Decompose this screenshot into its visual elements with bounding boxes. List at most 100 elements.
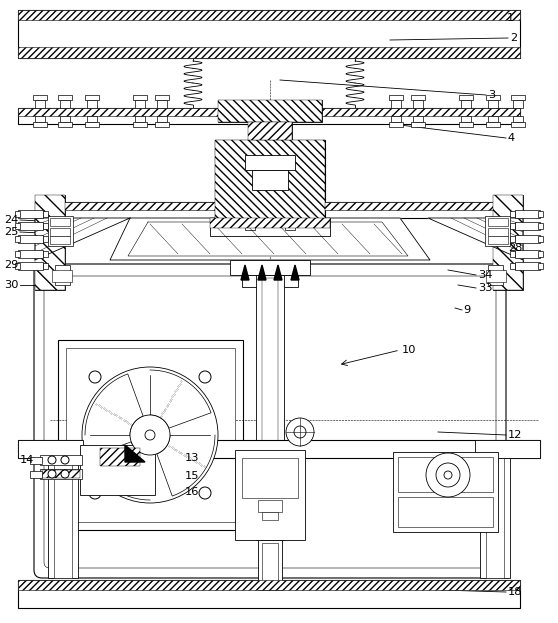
Bar: [510, 263, 515, 269]
Text: 13: 13: [185, 453, 200, 463]
Bar: [18, 10, 520, 58]
Bar: [488, 236, 508, 244]
Bar: [510, 251, 515, 257]
Bar: [256, 275, 284, 540]
Polygon shape: [157, 435, 215, 496]
Bar: [135, 116, 145, 122]
Bar: [486, 458, 504, 578]
Bar: [538, 236, 543, 242]
Bar: [459, 95, 473, 100]
Polygon shape: [125, 445, 145, 462]
Bar: [50, 228, 70, 236]
Bar: [60, 100, 70, 108]
Bar: [389, 122, 403, 127]
Circle shape: [61, 456, 69, 464]
Text: 2: 2: [510, 33, 517, 43]
Text: 30: 30: [4, 280, 18, 290]
Bar: [87, 116, 97, 122]
Bar: [58, 122, 72, 127]
Bar: [398, 457, 493, 492]
Bar: [100, 448, 140, 466]
Text: 4: 4: [508, 133, 515, 143]
Polygon shape: [241, 265, 249, 280]
Circle shape: [48, 456, 56, 464]
Bar: [85, 122, 99, 127]
Bar: [475, 440, 540, 458]
Bar: [242, 458, 298, 498]
Bar: [18, 580, 520, 590]
Bar: [30, 457, 42, 464]
Bar: [538, 211, 543, 217]
Bar: [488, 100, 498, 108]
Bar: [515, 235, 540, 243]
Polygon shape: [274, 265, 282, 280]
Bar: [15, 223, 20, 229]
Bar: [33, 95, 47, 100]
Bar: [515, 250, 540, 258]
Circle shape: [82, 367, 218, 503]
Bar: [18, 580, 520, 608]
Bar: [235, 450, 305, 540]
Text: 14: 14: [20, 455, 35, 465]
Text: 18: 18: [508, 587, 522, 597]
Text: 1: 1: [507, 13, 514, 23]
Bar: [488, 228, 508, 236]
Bar: [515, 222, 540, 230]
Bar: [459, 122, 473, 127]
Text: 24: 24: [4, 215, 18, 225]
Bar: [215, 140, 325, 220]
Bar: [18, 250, 43, 258]
Bar: [511, 122, 525, 127]
Bar: [413, 100, 423, 108]
Bar: [245, 155, 295, 170]
Text: 29: 29: [4, 260, 18, 270]
Bar: [18, 10, 520, 20]
Bar: [18, 108, 520, 116]
Bar: [391, 100, 401, 108]
Bar: [85, 95, 99, 100]
Bar: [18, 47, 520, 58]
Bar: [80, 445, 155, 495]
Polygon shape: [258, 265, 266, 280]
Circle shape: [436, 463, 460, 487]
Bar: [391, 116, 401, 122]
Bar: [155, 122, 169, 127]
Bar: [15, 251, 20, 257]
Bar: [486, 95, 500, 100]
Bar: [35, 202, 503, 218]
Text: 28: 28: [508, 243, 522, 253]
Bar: [258, 540, 282, 590]
Bar: [18, 235, 43, 243]
Bar: [30, 471, 42, 478]
Bar: [18, 440, 83, 458]
Bar: [18, 108, 520, 124]
Polygon shape: [85, 374, 143, 435]
Text: 10: 10: [402, 345, 416, 355]
Bar: [135, 100, 145, 108]
Bar: [515, 210, 540, 218]
Bar: [486, 270, 506, 282]
Bar: [43, 223, 48, 229]
Polygon shape: [128, 222, 408, 256]
Bar: [285, 218, 295, 230]
Bar: [480, 458, 510, 578]
Bar: [48, 458, 78, 578]
Bar: [493, 195, 523, 290]
Polygon shape: [150, 370, 211, 428]
Circle shape: [286, 418, 314, 446]
Bar: [485, 216, 510, 246]
Text: 33: 33: [478, 283, 493, 293]
Bar: [18, 440, 540, 458]
Bar: [133, 95, 147, 100]
FancyBboxPatch shape: [34, 264, 506, 578]
Bar: [210, 218, 330, 228]
Bar: [87, 100, 97, 108]
Bar: [157, 100, 167, 108]
Bar: [58, 95, 72, 100]
Bar: [18, 210, 43, 218]
Bar: [510, 223, 515, 229]
Bar: [40, 469, 82, 479]
Bar: [15, 236, 20, 242]
Bar: [389, 95, 403, 100]
Text: 15: 15: [185, 471, 200, 481]
